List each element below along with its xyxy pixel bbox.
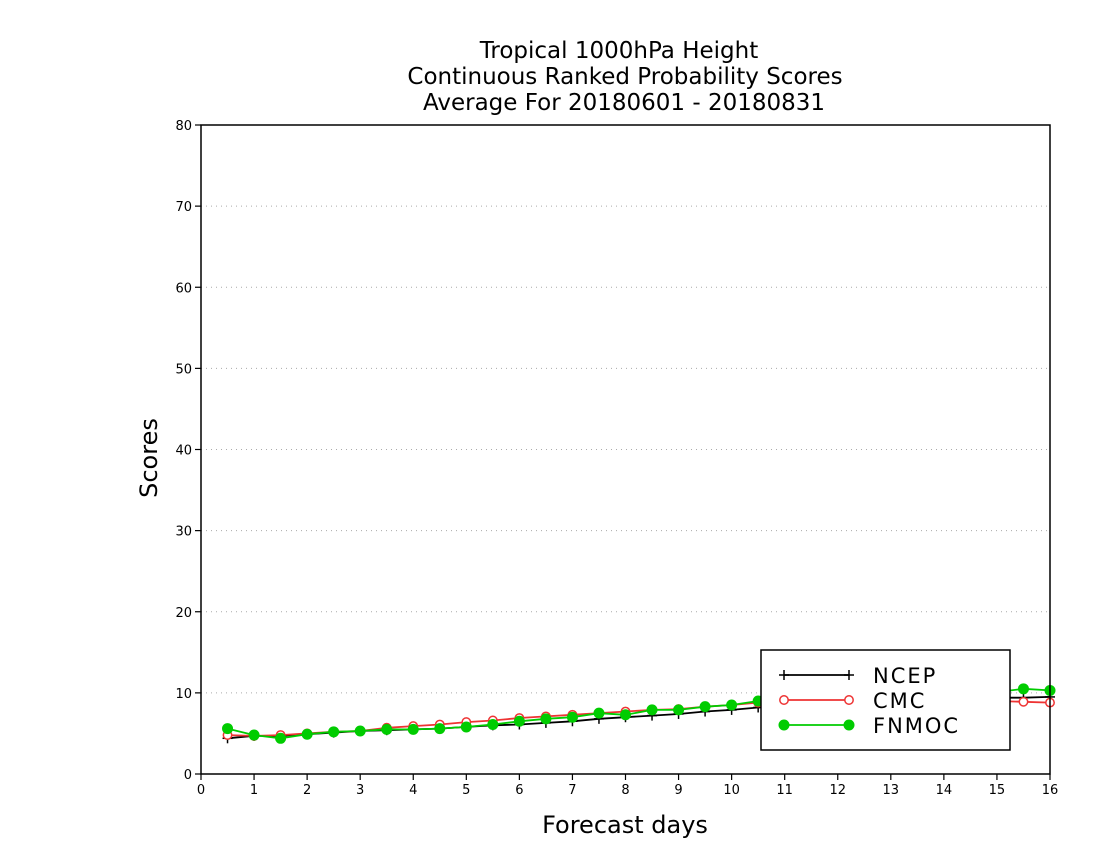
x-tick-label: 14	[936, 783, 953, 798]
title-line-1: Tropical 1000hPa Height	[479, 38, 759, 64]
x-tick-label: 0	[197, 783, 205, 798]
y-tick-label: 10	[175, 687, 192, 702]
x-tick-label: 13	[883, 783, 900, 798]
x-tick-label: 5	[462, 783, 470, 798]
x-tick-label: 2	[303, 783, 311, 798]
y-tick-label: 80	[175, 119, 192, 134]
legend-marker	[778, 719, 790, 731]
data-point-fnmoc	[673, 704, 685, 716]
y-tick-label: 20	[175, 606, 192, 621]
x-tick-label: 9	[674, 783, 682, 798]
data-point-fnmoc	[328, 726, 340, 738]
data-point-fnmoc	[699, 701, 711, 713]
y-tick-label: 50	[175, 362, 192, 377]
x-tick-label: 6	[515, 783, 523, 798]
data-point-fnmoc	[513, 715, 525, 727]
legend-marker	[779, 695, 789, 705]
legend-label: CMC	[873, 689, 926, 713]
x-axis-label: Forecast days	[542, 811, 708, 839]
legend-label: NCEP	[873, 664, 937, 688]
data-point-fnmoc	[460, 721, 472, 733]
legend-item-cmc: CMC	[779, 689, 926, 713]
x-tick-label: 15	[989, 783, 1006, 798]
grid	[201, 205, 1050, 694]
x-tick-label: 1	[250, 783, 258, 798]
title-line-3: Average For 20180601 - 20180831	[423, 90, 825, 116]
x-tick-label: 11	[776, 783, 793, 798]
data-point-fnmoc	[275, 732, 287, 744]
y-tick-label: 40	[175, 444, 192, 459]
data-point-fnmoc	[726, 699, 738, 711]
x-tick-label: 16	[1042, 783, 1059, 798]
data-point-cmc	[1018, 696, 1029, 707]
x-tick-label: 7	[568, 783, 576, 798]
data-point-fnmoc	[1017, 683, 1029, 695]
data-point-fnmoc	[381, 723, 393, 735]
title-line-2: Continuous Ranked Probability Scores	[407, 64, 842, 90]
x-tick-label: 8	[621, 783, 629, 798]
x-tick-label: 10	[723, 783, 740, 798]
legend-item-fnmoc: FNMOC	[778, 714, 960, 738]
y-tick-label: 60	[175, 281, 192, 296]
x-tick-label: 4	[409, 783, 417, 798]
legend-marker	[779, 670, 789, 680]
data-point-fnmoc	[354, 725, 366, 737]
data-point-fnmoc	[248, 729, 260, 741]
legend-marker	[844, 670, 854, 680]
data-point-fnmoc	[434, 723, 446, 735]
x-tick-label: 12	[829, 783, 846, 798]
data-point-fnmoc	[222, 723, 234, 735]
legend-label: FNMOC	[873, 714, 960, 738]
data-point-fnmoc	[593, 707, 605, 719]
x-tick-label: 3	[356, 783, 364, 798]
data-point-fnmoc	[620, 709, 631, 721]
legend-item-ncep: NCEP	[779, 664, 937, 688]
chart-title: Tropical 1000hPa Height Continuous Ranke…	[407, 38, 842, 116]
x-axis: 0 1 2 3 4 5 6 7 8 9 10 11 12 13 14 15 16	[197, 774, 1058, 798]
y-tick-label: 70	[175, 200, 192, 215]
data-point-fnmoc	[407, 723, 419, 735]
y-axis-label: Scores	[135, 418, 163, 498]
y-axis: 0 10 20 30 40 50 60 70 80	[175, 119, 201, 783]
y-tick-label: 0	[184, 768, 192, 783]
data-point-fnmoc	[566, 711, 578, 723]
data-point-fnmoc	[301, 728, 313, 740]
legend-marker	[844, 695, 854, 705]
data-point-fnmoc	[646, 704, 658, 716]
y-tick-label: 30	[175, 525, 192, 540]
data-point-fnmoc	[540, 713, 552, 725]
legend-marker	[843, 719, 855, 731]
data-point-fnmoc	[487, 719, 499, 731]
